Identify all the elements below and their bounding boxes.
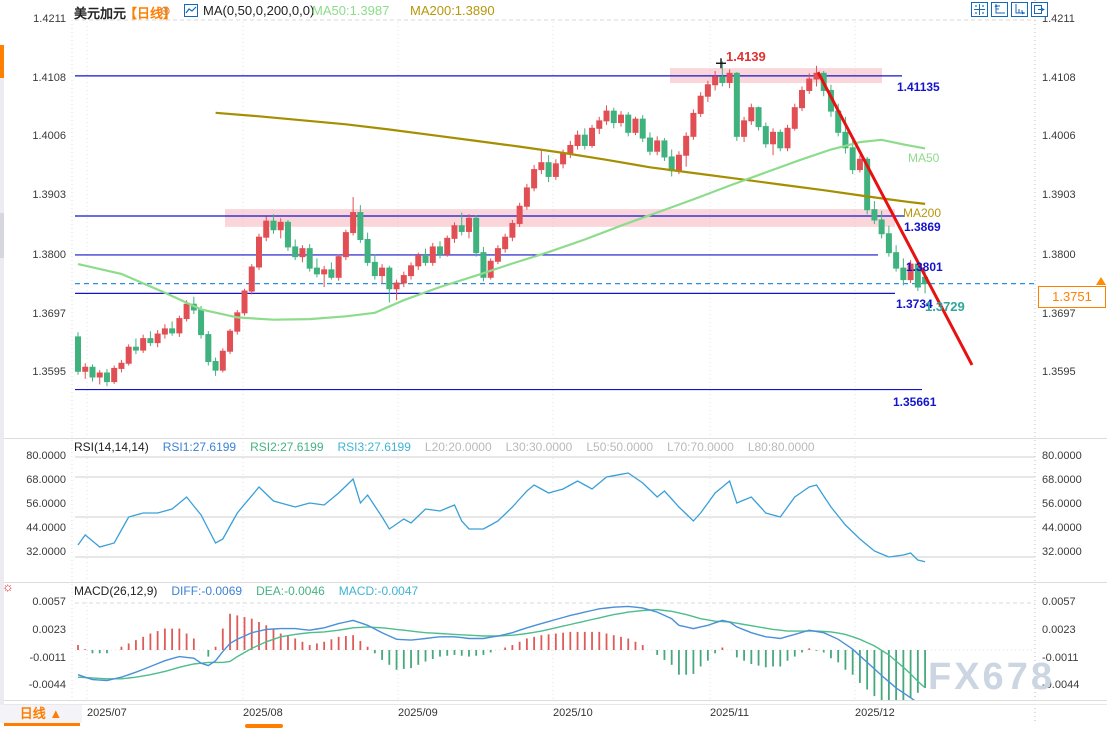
- support-label-2: 1.3734: [896, 297, 933, 311]
- peak-price-annotation: 1.4139: [726, 49, 766, 64]
- macd-diff-value: DIFF:-0.0069: [171, 584, 243, 598]
- date-axis-label: 2025/08: [243, 707, 283, 719]
- price-axis-label: 1.4108: [32, 72, 66, 85]
- panel-separator: [0, 700, 1107, 701]
- rsi3-value: RSI3:27.6199: [337, 440, 411, 454]
- price-axis-label: 0.0057: [1042, 596, 1076, 609]
- price-axis-label: -0.0011: [1042, 652, 1079, 665]
- current-price-badge: 1.3751: [1038, 286, 1106, 308]
- date-axis-label: 2025/10: [553, 707, 593, 719]
- support-label-3: 1.35661: [893, 395, 937, 409]
- rsi-l50: L50:50.0000: [586, 440, 654, 454]
- y-axis-scale-icon[interactable]: [991, 2, 1008, 17]
- rsi2-value: RSI2:27.6199: [250, 440, 324, 454]
- add-indicator-icon[interactable]: ⊕: [160, 3, 171, 18]
- alert-sun-icon[interactable]: ☼: [2, 579, 14, 594]
- rsi-l30: L30:30.0000: [505, 440, 573, 454]
- left-scrollbar-track[interactable]: [0, 45, 4, 705]
- price-axis-label: 0.0057: [32, 596, 66, 609]
- price-axis-label: 1.3800: [1042, 248, 1076, 261]
- price-axis-label: 44.0000: [26, 522, 66, 534]
- rsi-title: RSI(14,14,14): [74, 440, 149, 454]
- rsi-l80: L80:80.0000: [747, 440, 815, 454]
- price-axis-label: 1.4006: [1042, 130, 1076, 143]
- price-axis-label: 80.0000: [26, 450, 66, 462]
- ma-settings-label: MA(0,50,0,200,0,0): [203, 3, 315, 18]
- price-axis-label: 0.0023: [32, 624, 66, 637]
- macd-value: MACD:-0.0047: [338, 584, 419, 598]
- ma50-value-label: MA50:1.3987: [312, 3, 390, 18]
- resistance-label-2: 1.3869: [904, 220, 941, 234]
- fx678-watermark: FX678: [928, 656, 1055, 698]
- price-up-arrow-icon: [1096, 277, 1106, 285]
- panel-separator: [0, 438, 1107, 439]
- price-axis-label: 56.0000: [26, 498, 66, 510]
- rsi-l70: L70:70.0000: [667, 440, 734, 454]
- price-axis-label: 68.0000: [26, 474, 66, 486]
- price-axis-label: 1.3800: [32, 248, 66, 261]
- timeframe-tab-daily[interactable]: 日线 ▲: [0, 705, 82, 723]
- crosshair-tool-icon[interactable]: [971, 2, 988, 17]
- ma200-value-label: MA200:1.3890: [410, 3, 495, 18]
- date-axis-label: 2025/12: [855, 707, 895, 719]
- price-axis-label: 1.4211: [33, 13, 66, 25]
- ma200-tag: MA200: [903, 206, 942, 220]
- price-axis-label: 1.3903: [1042, 189, 1076, 202]
- restore-view-icon[interactable]: [1031, 2, 1048, 17]
- price-axis-label: 1.3903: [32, 189, 66, 202]
- x-axis-scale-icon[interactable]: [1011, 2, 1028, 17]
- chart-toolbar: [971, 2, 1048, 17]
- price-axis-label: 80.0000: [1042, 450, 1082, 462]
- horizontal-scrollbar-thumb[interactable]: [245, 724, 283, 728]
- macd-dea-value: DEA:-0.0046: [256, 584, 325, 598]
- price-axis-label: 1.4108: [1042, 72, 1076, 85]
- macd-header: MACD(26,12,9) DIFF:-0.0069 DEA:-0.0046 M…: [74, 584, 418, 598]
- ma50-tag: MA50: [908, 151, 940, 165]
- price-axis-label: -0.0044: [1042, 679, 1080, 692]
- price-axis-label: 1.4211: [1042, 13, 1075, 25]
- price-axis-label: 1.3595: [32, 365, 66, 378]
- price-axis-label: 44.0000: [1042, 522, 1082, 534]
- macd-title: MACD(26,12,9): [74, 584, 158, 598]
- resistance-label-1: 1.41135: [897, 80, 940, 94]
- rsi-l20: L20:20.0000: [424, 440, 492, 454]
- date-axis-label: 2025/07: [87, 707, 127, 719]
- price-axis-label: 1.3595: [1042, 365, 1076, 378]
- price-axis-label: 56.0000: [1042, 498, 1082, 510]
- date-axis-label: 2025/11: [710, 707, 749, 719]
- price-axis-label: 1.4006: [32, 130, 66, 143]
- price-axis-label: 1.3697: [1042, 307, 1076, 320]
- ma-value-label: 1.3729: [925, 299, 965, 314]
- panel-separator: [0, 582, 1107, 583]
- symbol-title: 美元加元: [74, 6, 127, 21]
- price-axis-label: -0.0044: [28, 679, 66, 692]
- price-axis-label: 68.0000: [1042, 474, 1082, 486]
- date-axis-label: 2025/09: [398, 707, 438, 719]
- rsi1-value: RSI1:27.6199: [162, 440, 237, 454]
- support-label-1: 1.3801: [906, 260, 943, 274]
- left-scrollbar-thumb[interactable]: [0, 45, 4, 78]
- indicator-chart-icon[interactable]: [184, 4, 198, 22]
- timeframe-label: 【日线】: [124, 6, 177, 21]
- price-axis-label: 32.0000: [1042, 546, 1082, 558]
- left-scrollbar-segment[interactable]: [0, 213, 4, 258]
- tab-active-underline: [4, 723, 80, 726]
- price-axis-label: 1.3697: [32, 307, 66, 320]
- price-axis-label: -0.0011: [29, 652, 67, 665]
- price-axis-label: 0.0023: [1042, 624, 1076, 637]
- price-axis-label: 32.0000: [26, 546, 66, 558]
- rsi-header: RSI(14,14,14) RSI1:27.6199 RSI2:27.6199 …: [74, 440, 815, 454]
- bottom-bar-border: [0, 704, 1107, 705]
